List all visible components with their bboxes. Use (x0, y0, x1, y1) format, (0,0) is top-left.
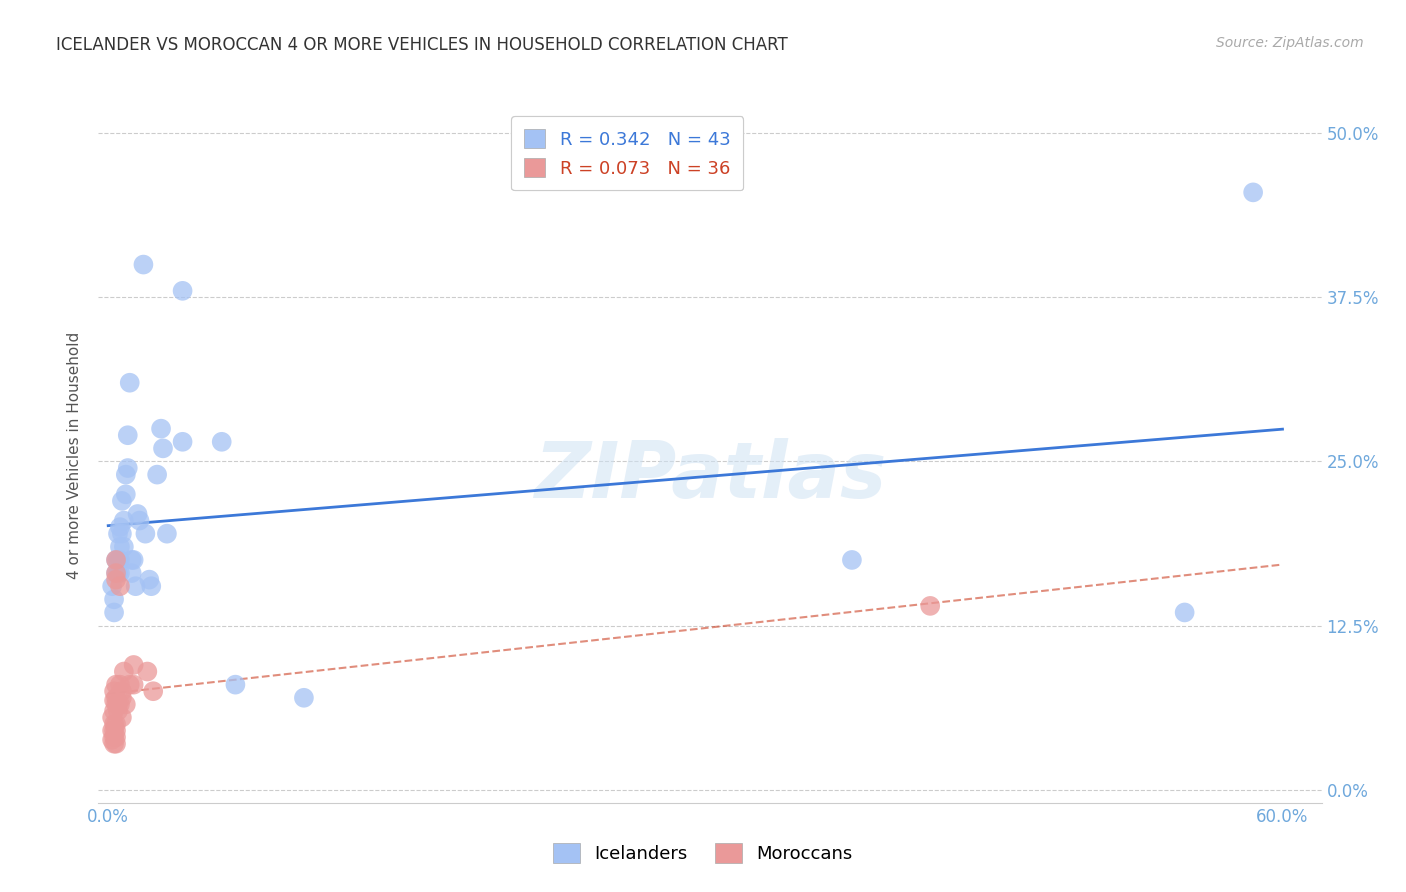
Point (152, 442, 174, 456)
Point (117, 461, 139, 475)
Point (136, 665, 159, 679)
Point (111, 526, 134, 541)
Point (101, 723, 124, 738)
Point (224, 678, 246, 692)
Point (103, 717, 125, 731)
Point (105, 737, 128, 751)
Point (112, 665, 135, 679)
Point (101, 732, 124, 747)
Point (134, 526, 156, 541)
Point (132, 258, 155, 272)
Point (172, 284, 194, 298)
Point (112, 540, 135, 554)
Point (105, 678, 128, 692)
Point (105, 566, 128, 580)
Point (111, 494, 134, 508)
Point (114, 698, 136, 712)
Point (128, 514, 150, 528)
Point (108, 566, 131, 580)
Point (107, 526, 129, 541)
Point (108, 540, 131, 554)
Point (103, 730, 125, 744)
Point (122, 553, 145, 567)
Point (118, 376, 141, 390)
Point (141, 579, 163, 593)
Point (114, 487, 136, 501)
Point (156, 526, 179, 541)
Point (108, 678, 131, 692)
Text: Source: ZipAtlas.com: Source: ZipAtlas.com (1216, 36, 1364, 50)
Point (105, 553, 128, 567)
Point (111, 684, 134, 698)
Point (103, 684, 125, 698)
Point (138, 573, 160, 587)
Point (103, 704, 125, 718)
Point (114, 467, 136, 482)
Point (150, 422, 173, 436)
Point (920, 599, 942, 613)
Point (105, 723, 128, 738)
Point (124, 579, 146, 593)
Point (142, 684, 165, 698)
Point (107, 698, 129, 712)
Point (101, 579, 124, 593)
Point (103, 606, 125, 620)
Point (101, 710, 124, 724)
Point (105, 690, 128, 705)
Point (122, 678, 145, 692)
Point (117, 428, 139, 442)
Point (118, 678, 141, 692)
Point (121, 566, 143, 580)
Point (105, 730, 128, 744)
Point (103, 737, 125, 751)
Point (211, 434, 233, 449)
Point (841, 553, 863, 567)
Point (105, 717, 128, 731)
Point (122, 657, 145, 672)
Text: ICELANDER VS MOROCCAN 4 OR MORE VEHICLES IN HOUSEHOLD CORRELATION CHART: ICELANDER VS MOROCCAN 4 OR MORE VEHICLES… (56, 36, 787, 54)
Point (105, 553, 128, 567)
Y-axis label: 4 or more Vehicles in Household: 4 or more Vehicles in Household (67, 331, 83, 579)
Legend: R = 0.342   N = 43, R = 0.073   N = 36: R = 0.342 N = 43, R = 0.073 N = 36 (512, 116, 744, 190)
Point (103, 693, 125, 707)
Point (108, 698, 131, 712)
Legend: Icelanders, Moroccans: Icelanders, Moroccans (543, 832, 863, 874)
Point (1241, 186, 1264, 200)
Point (111, 690, 134, 705)
Point (107, 566, 129, 580)
Point (108, 579, 131, 593)
Point (105, 698, 128, 712)
Point (121, 553, 143, 567)
Point (107, 553, 129, 567)
Point (105, 566, 128, 580)
Point (111, 710, 134, 724)
Point (127, 507, 149, 521)
Point (112, 514, 135, 528)
Point (108, 553, 131, 567)
Point (146, 467, 169, 482)
Point (105, 573, 128, 587)
Text: ZIPatlas: ZIPatlas (534, 438, 886, 514)
Point (172, 434, 194, 449)
Point (108, 520, 131, 534)
Point (103, 592, 125, 607)
Point (292, 690, 315, 705)
Point (1174, 606, 1197, 620)
Point (103, 723, 125, 738)
Point (107, 704, 129, 718)
